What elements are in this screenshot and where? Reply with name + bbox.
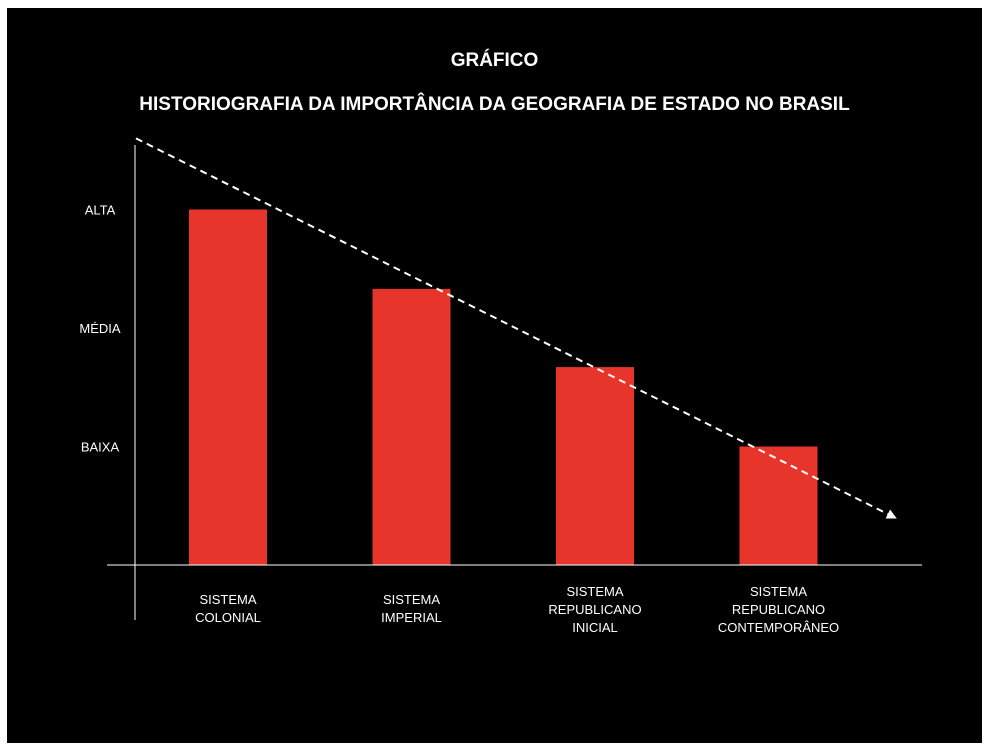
y-tick-label-1: BAIXA [81, 440, 120, 455]
x-tick-label-2: SISTEMA IMPERIAL [381, 592, 442, 625]
bar-chart: BAIXA MÉDIA ALTA SISTEMA COLONIAL SISTEMA IMPE… [79, 137, 922, 635]
bar-3 [556, 367, 634, 565]
bar-4 [739, 446, 818, 565]
chart-title: GRÁFICO [450, 50, 539, 71]
y-tick-label-3: ALTA [85, 203, 116, 218]
slide: GRÁFICO HISTORIOGRAFIA DA IMPORTÂNCIA DA… [7, 8, 982, 743]
x-tick-label-1: SISTEMA COLONIAL [195, 592, 261, 625]
bar-2 [372, 288, 451, 565]
chart-subtitle: HISTORIOGRAFIA DA IMPORTÂNCIA DA GEOGRAF… [139, 94, 850, 115]
trend-arrow [135, 137, 897, 519]
bar-1 [189, 209, 267, 565]
x-tick-label-4: SISTEMA REPUBLICANO CONTEMPORÂNEO [718, 584, 839, 635]
x-tick-label-3: SISTEMA REPUBLICANO INICIAL [548, 584, 641, 635]
y-tick-label-2: MÉDIA [79, 321, 121, 336]
